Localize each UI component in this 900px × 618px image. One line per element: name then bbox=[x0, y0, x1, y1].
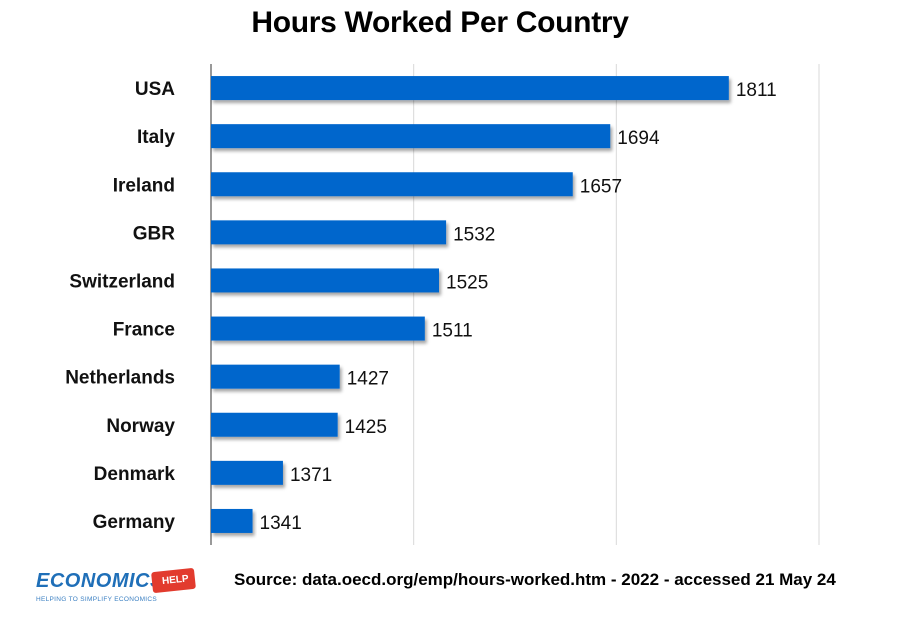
value-label: 1657 bbox=[580, 176, 622, 197]
logo-badge: HELP bbox=[151, 567, 196, 594]
category-label: Denmark bbox=[94, 464, 176, 485]
category-label: Germany bbox=[93, 512, 176, 533]
value-label: 1811 bbox=[736, 80, 777, 101]
bar-italy bbox=[211, 124, 611, 149]
bar-gbr bbox=[211, 220, 447, 245]
value-label: 1427 bbox=[347, 369, 389, 390]
bar-germany bbox=[211, 508, 253, 533]
value-label: 1532 bbox=[453, 224, 495, 245]
bar-france bbox=[211, 316, 425, 341]
bars: USA 1811 Italy 1694 Ireland 1657 GBR 1532 Switze… bbox=[65, 76, 777, 534]
bar-netherlands bbox=[211, 364, 340, 389]
value-label: 1425 bbox=[345, 417, 387, 438]
source-note: Source: data.oecd.org/emp/hours-worked.h… bbox=[234, 570, 836, 589]
category-label: GBR bbox=[133, 223, 176, 244]
chart-title: Hours Worked Per Country bbox=[251, 6, 629, 39]
category-label: Ireland bbox=[113, 175, 175, 196]
value-label: 1341 bbox=[260, 513, 302, 534]
category-label: USA bbox=[135, 79, 175, 100]
category-label: Netherlands bbox=[65, 368, 175, 389]
category-label: Switzerland bbox=[69, 271, 175, 292]
economics-help-logo: ECONOMICS HELP HELPING TO SIMPLIFY ECONO… bbox=[36, 567, 206, 610]
bar-norway bbox=[211, 412, 338, 437]
category-label: Italy bbox=[137, 127, 175, 148]
value-label: 1371 bbox=[290, 465, 332, 486]
bar-ireland bbox=[211, 172, 573, 197]
category-label: France bbox=[113, 320, 175, 341]
bar-denmark bbox=[211, 460, 283, 485]
logo-tagline: HELPING TO SIMPLIFY ECONOMICS bbox=[36, 596, 158, 603]
bar-usa bbox=[211, 76, 729, 101]
category-label: Norway bbox=[106, 416, 175, 437]
value-label: 1511 bbox=[432, 321, 473, 342]
value-label: 1525 bbox=[446, 272, 488, 293]
value-label: 1694 bbox=[617, 128, 660, 149]
bar-switzerland bbox=[211, 268, 439, 293]
logo-wordmark: ECONOMICS bbox=[36, 570, 164, 592]
